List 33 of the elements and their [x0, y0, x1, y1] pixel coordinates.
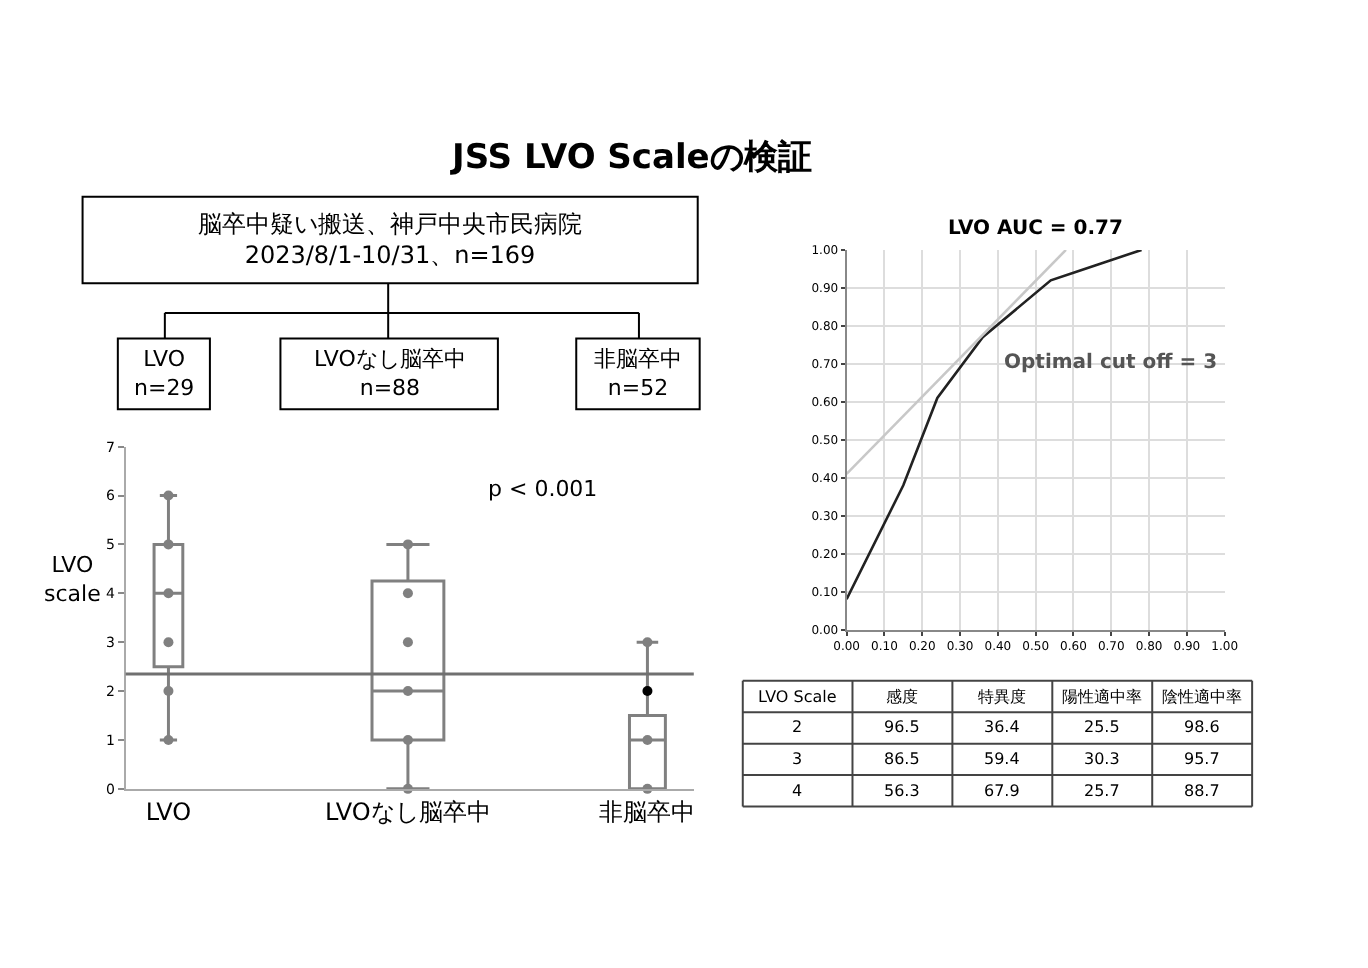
x-tick-label: 非脳卒中 [599, 797, 696, 826]
text: LVO n=29 [134, 346, 195, 401]
x-tick-label: 特異度 [978, 688, 1026, 706]
text: LVOなし脳卒中 n=88 [314, 346, 466, 401]
x-tick-label: 感度 [886, 688, 918, 706]
annotation: Optimal cut off = 3 [1004, 352, 1218, 374]
text: JSS LVO Scaleの検証 [450, 138, 812, 178]
annotation: p < 0.001 [488, 476, 598, 502]
data-label: 86.5 [884, 750, 920, 768]
chart-title: LVO AUC = 0.77 [948, 218, 1123, 240]
data-label: 25.7 [1084, 782, 1120, 800]
y-tick-label: 4 [792, 782, 803, 800]
line-series [846, 249, 1143, 601]
y-tick-label: 3 [792, 750, 803, 768]
data-label: 96.5 [884, 718, 920, 736]
x-tick-label: LVO [145, 797, 192, 826]
x-tick-label: 陽性適中率 [1062, 688, 1142, 706]
y-axis-title: LVO Scale [758, 688, 837, 706]
data-label: 67.9 [984, 782, 1020, 800]
data-label: 30.3 [1084, 750, 1120, 768]
data-label: 95.7 [1184, 750, 1220, 768]
data-label: 56.3 [884, 782, 920, 800]
data-label: 59.4 [984, 750, 1020, 768]
data-label: 25.5 [1084, 718, 1120, 736]
y-axis-title: LVO scale [44, 552, 102, 607]
data-label: 98.6 [1184, 718, 1220, 736]
y-tick-label: 2 [792, 718, 803, 736]
text: 脳卒中疑い搬送、神戸中央市民病院 2023/8/1-10/31、n=169 [198, 210, 582, 270]
x-tick-label: LVOなし脳卒中 [325, 797, 491, 826]
x-tick-label: 陰性適中率 [1162, 688, 1242, 706]
data-label: 88.7 [1184, 782, 1220, 800]
text: 非脳卒中 n=52 [594, 346, 682, 401]
data-label: 36.4 [984, 718, 1020, 736]
